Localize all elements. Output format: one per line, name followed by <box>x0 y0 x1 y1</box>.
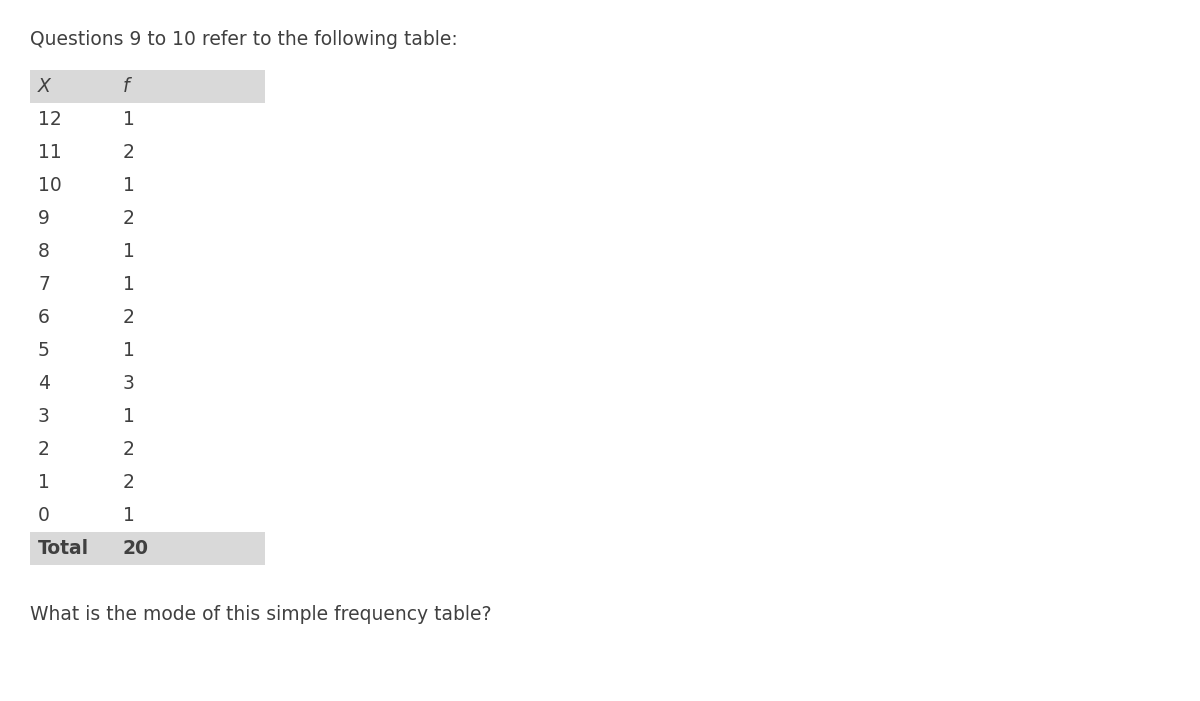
Text: 2: 2 <box>124 143 134 162</box>
Text: 2: 2 <box>124 209 134 228</box>
Text: 8: 8 <box>38 242 50 261</box>
Text: 2: 2 <box>38 440 50 459</box>
Text: 1: 1 <box>124 506 134 525</box>
Text: 0: 0 <box>38 506 50 525</box>
Bar <box>30 499 265 532</box>
Bar <box>30 466 265 499</box>
Text: 20: 20 <box>124 539 149 558</box>
Bar <box>30 268 265 301</box>
Text: 3: 3 <box>124 374 134 393</box>
Text: 2: 2 <box>124 473 134 492</box>
Text: 1: 1 <box>124 341 134 360</box>
Text: 7: 7 <box>38 275 50 294</box>
Text: 10: 10 <box>38 176 61 195</box>
Bar <box>30 367 265 400</box>
Text: X: X <box>38 77 50 96</box>
Text: 6: 6 <box>38 308 50 327</box>
Bar <box>30 433 265 466</box>
Text: 11: 11 <box>38 143 61 162</box>
Text: 1: 1 <box>124 176 134 195</box>
Bar <box>30 400 265 433</box>
Text: 12: 12 <box>38 110 61 129</box>
Bar <box>30 103 265 136</box>
Text: 9: 9 <box>38 209 50 228</box>
Text: 4: 4 <box>38 374 50 393</box>
Bar <box>30 235 265 268</box>
Text: 2: 2 <box>124 308 134 327</box>
Bar <box>30 532 265 565</box>
Text: Total: Total <box>38 539 89 558</box>
Text: 1: 1 <box>124 275 134 294</box>
Bar <box>30 301 265 334</box>
Text: 2: 2 <box>124 440 134 459</box>
Text: f: f <box>124 77 130 96</box>
Text: 1: 1 <box>124 110 134 129</box>
Bar <box>30 136 265 169</box>
Text: 1: 1 <box>124 242 134 261</box>
Bar <box>30 202 265 235</box>
Text: 3: 3 <box>38 407 50 426</box>
Bar <box>30 70 265 103</box>
Text: Questions 9 to 10 refer to the following table:: Questions 9 to 10 refer to the following… <box>30 30 457 49</box>
Text: 1: 1 <box>38 473 50 492</box>
Bar <box>30 169 265 202</box>
Text: 5: 5 <box>38 341 50 360</box>
Text: 1: 1 <box>124 407 134 426</box>
Text: What is the mode of this simple frequency table?: What is the mode of this simple frequenc… <box>30 605 492 624</box>
Bar <box>30 334 265 367</box>
